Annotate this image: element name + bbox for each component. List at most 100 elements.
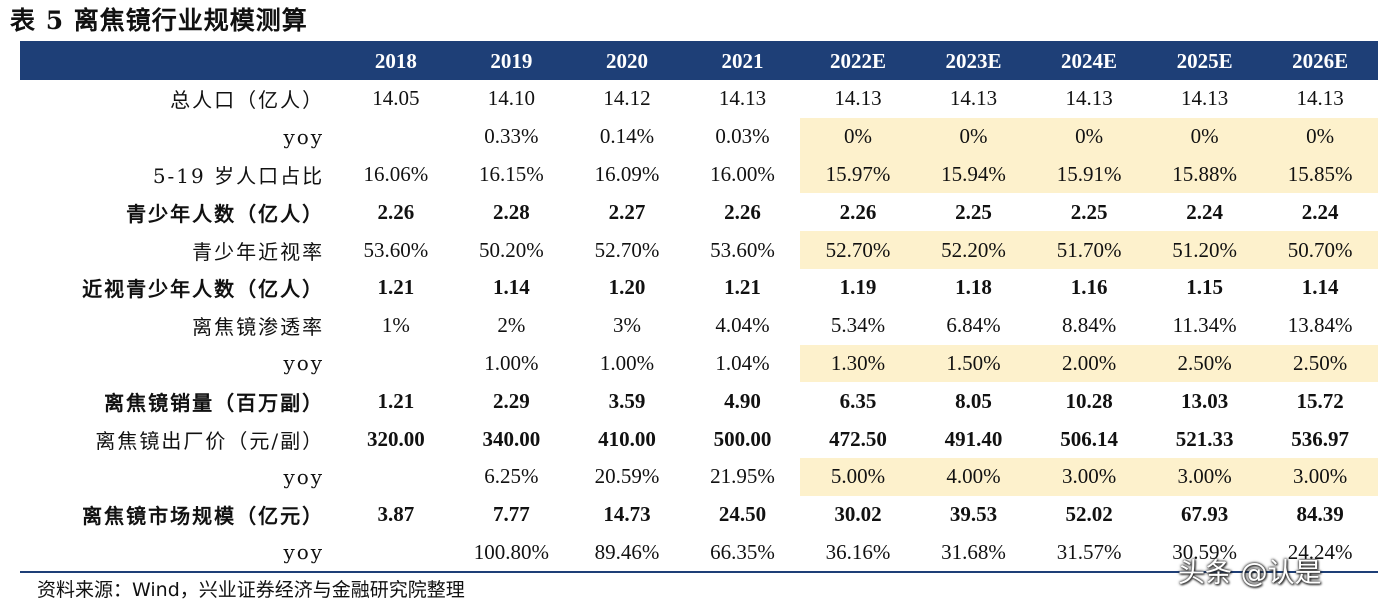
row-label: 青少年近视率 bbox=[192, 239, 325, 264]
cell-value: 66.35% bbox=[710, 539, 775, 564]
cell-value: 2.26 bbox=[839, 199, 877, 224]
cell-value: 521.33 bbox=[1175, 426, 1234, 451]
cell-value: 0% bbox=[1031, 117, 1147, 156]
source-note: 资料来源：Wind，兴业证券经济与金融研究院整理 bbox=[37, 579, 465, 601]
cell-value: 15.72 bbox=[1296, 388, 1344, 413]
cell-value: 52.70% bbox=[594, 237, 660, 262]
table-row: yoy 100.80% 89.46% 66.35% 36.16% 31.68% 31.57%… bbox=[20, 534, 1378, 572]
cell-value: 7.77 bbox=[493, 502, 530, 527]
cell-value: 31.68% bbox=[941, 539, 1006, 564]
cell-value: 13.84% bbox=[1287, 313, 1353, 338]
cell-value: 16.06% bbox=[363, 161, 429, 186]
table-row: 离焦镜市场规模（亿元） 3.87 7.77 14.73 24.50 30.02 39.53 5… bbox=[20, 496, 1378, 534]
cell-value: 15.97% bbox=[800, 155, 916, 194]
cell-value: 2.50% bbox=[1146, 344, 1263, 383]
row-label: 离焦镜销量（百万副） bbox=[104, 390, 325, 415]
cell-value: 320.00 bbox=[367, 426, 425, 451]
cell-value: 39.53 bbox=[949, 502, 998, 527]
cell-value: 1.00% bbox=[599, 350, 655, 375]
cell-value: 89.46% bbox=[594, 539, 660, 564]
cell-value: 52.70% bbox=[800, 231, 916, 269]
cell-value: 491.40 bbox=[944, 426, 1003, 451]
cell-value: 1.50% bbox=[915, 344, 1032, 383]
table-row: 5-19 岁人口占比 16.06% 16.15% 16.09% 16.00% 15.97%… bbox=[20, 155, 1378, 194]
cell-value: 3.00% bbox=[1031, 457, 1147, 496]
cell-value: 6.25% bbox=[484, 464, 539, 489]
cell-value: 3.59 bbox=[608, 388, 646, 413]
table-row: yoy 6.25% 20.59% 21.95% 5.00% 4.00% 3.00% 3.00%… bbox=[20, 457, 1378, 496]
header-corner bbox=[20, 43, 338, 80]
watermark: 头条 @认是 bbox=[1178, 558, 1322, 589]
cell-value: 14.13 bbox=[1065, 86, 1113, 111]
cell-value: 1.19 bbox=[839, 275, 877, 300]
cell-value: 24.50 bbox=[718, 502, 767, 527]
cell-value: 2.25 bbox=[955, 199, 992, 224]
table-row: 离焦镜渗透率 1% 2% 3% 4.04% 5.34% 6.84% 8.84% 11.34% 13… bbox=[20, 307, 1378, 345]
cell-value: 14.13 bbox=[1296, 86, 1344, 111]
cell-value: 11.34% bbox=[1172, 313, 1237, 338]
row-label: 离焦镜市场规模（亿元） bbox=[82, 504, 325, 529]
cell-value: 14.73 bbox=[603, 502, 651, 527]
cell-value: 84.39 bbox=[1296, 502, 1344, 527]
row-label: yoy bbox=[283, 540, 325, 565]
cell-value: 0.33% bbox=[484, 124, 539, 149]
cell-value: 8.84% bbox=[1061, 313, 1117, 338]
cell-value: 0% bbox=[800, 117, 916, 156]
cell-value: 20.59% bbox=[594, 464, 660, 489]
cell-value: 52.20% bbox=[915, 231, 1032, 269]
cell-value: 4.90 bbox=[724, 388, 761, 413]
cell-value: 1% bbox=[381, 313, 410, 338]
cell-value: 14.13 bbox=[834, 86, 882, 111]
cell-value: 3.00% bbox=[1262, 457, 1378, 496]
cell-value: 536.97 bbox=[1291, 426, 1350, 451]
cell-value: 14.10 bbox=[487, 86, 536, 111]
cell-value: 0% bbox=[1262, 117, 1378, 156]
table-row: 总人口（亿人） 14.05 14.10 14.12 14.13 14.13 14.13 14.… bbox=[20, 80, 1378, 118]
row-label: yoy bbox=[283, 464, 325, 489]
cell-value: 3% bbox=[612, 313, 641, 338]
cell-value bbox=[338, 458, 454, 496]
row-label: 5-19 岁人口占比 bbox=[152, 163, 325, 188]
cell-value: 0% bbox=[1146, 117, 1263, 156]
top-rule bbox=[20, 41, 1378, 43]
row-label: 离焦镜出厂价（元/副） bbox=[95, 428, 325, 453]
table-row: 青少年人数（亿人） 2.26 2.28 2.27 2.26 2.26 2.25 2.25 2.2… bbox=[20, 193, 1378, 231]
cell-value: 51.70% bbox=[1031, 231, 1147, 269]
header-year: 2024E bbox=[1061, 49, 1118, 73]
table-row: yoy 1.00% 1.00% 1.04% 1.30% 1.50% 2.00% 2.50% 2.… bbox=[20, 344, 1378, 383]
cell-value: 1.21 bbox=[377, 275, 415, 300]
cell-value: 14.12 bbox=[603, 86, 651, 111]
cell-value bbox=[338, 534, 454, 572]
cell-value: 14.13 bbox=[1180, 86, 1229, 111]
cell-value bbox=[338, 118, 454, 156]
cell-value: 4.04% bbox=[715, 313, 770, 338]
cell-value: 15.91% bbox=[1031, 155, 1147, 194]
cell-value: 2.26 bbox=[377, 199, 415, 224]
cell-value: 2.50% bbox=[1262, 344, 1378, 383]
cell-value: 3.00% bbox=[1146, 457, 1263, 496]
cell-value: 4.00% bbox=[915, 457, 1032, 496]
cell-value: 2.24 bbox=[1186, 199, 1223, 224]
row-label: 离焦镜渗透率 bbox=[192, 315, 325, 340]
cell-value: 1.00% bbox=[484, 350, 539, 375]
cell-value: 5.34% bbox=[830, 313, 886, 338]
table-row: 离焦镜销量（百万副） 1.21 2.29 3.59 4.90 6.35 8.05 10.28 1… bbox=[20, 382, 1378, 420]
cell-value: 36.16% bbox=[825, 539, 891, 564]
row-label: 近视青少年人数（亿人） bbox=[82, 277, 325, 302]
cell-value: 506.14 bbox=[1060, 426, 1118, 451]
cell-value: 50.70% bbox=[1262, 231, 1378, 269]
cell-value: 1.15 bbox=[1186, 275, 1223, 300]
cell-value: 14.13 bbox=[718, 86, 767, 111]
table-title: 表 5 离焦镜行业规模测算 bbox=[10, 6, 308, 35]
cell-value: 0% bbox=[915, 117, 1032, 156]
header-year: 2018 bbox=[374, 49, 417, 73]
cell-value: 2.26 bbox=[724, 199, 761, 224]
cell-value: 472.50 bbox=[829, 426, 887, 451]
data-table: 2018 2019 2020 2021 2022E 2023E 2024E 20… bbox=[20, 43, 1378, 571]
cell-value: 16.15% bbox=[479, 161, 544, 186]
cell-value: 2.27 bbox=[608, 199, 646, 224]
cell-value: 13.03 bbox=[1180, 388, 1229, 413]
cell-value: 6.35 bbox=[839, 388, 877, 413]
cell-value: 3.87 bbox=[377, 502, 415, 527]
header-year: 2019 bbox=[490, 49, 533, 73]
